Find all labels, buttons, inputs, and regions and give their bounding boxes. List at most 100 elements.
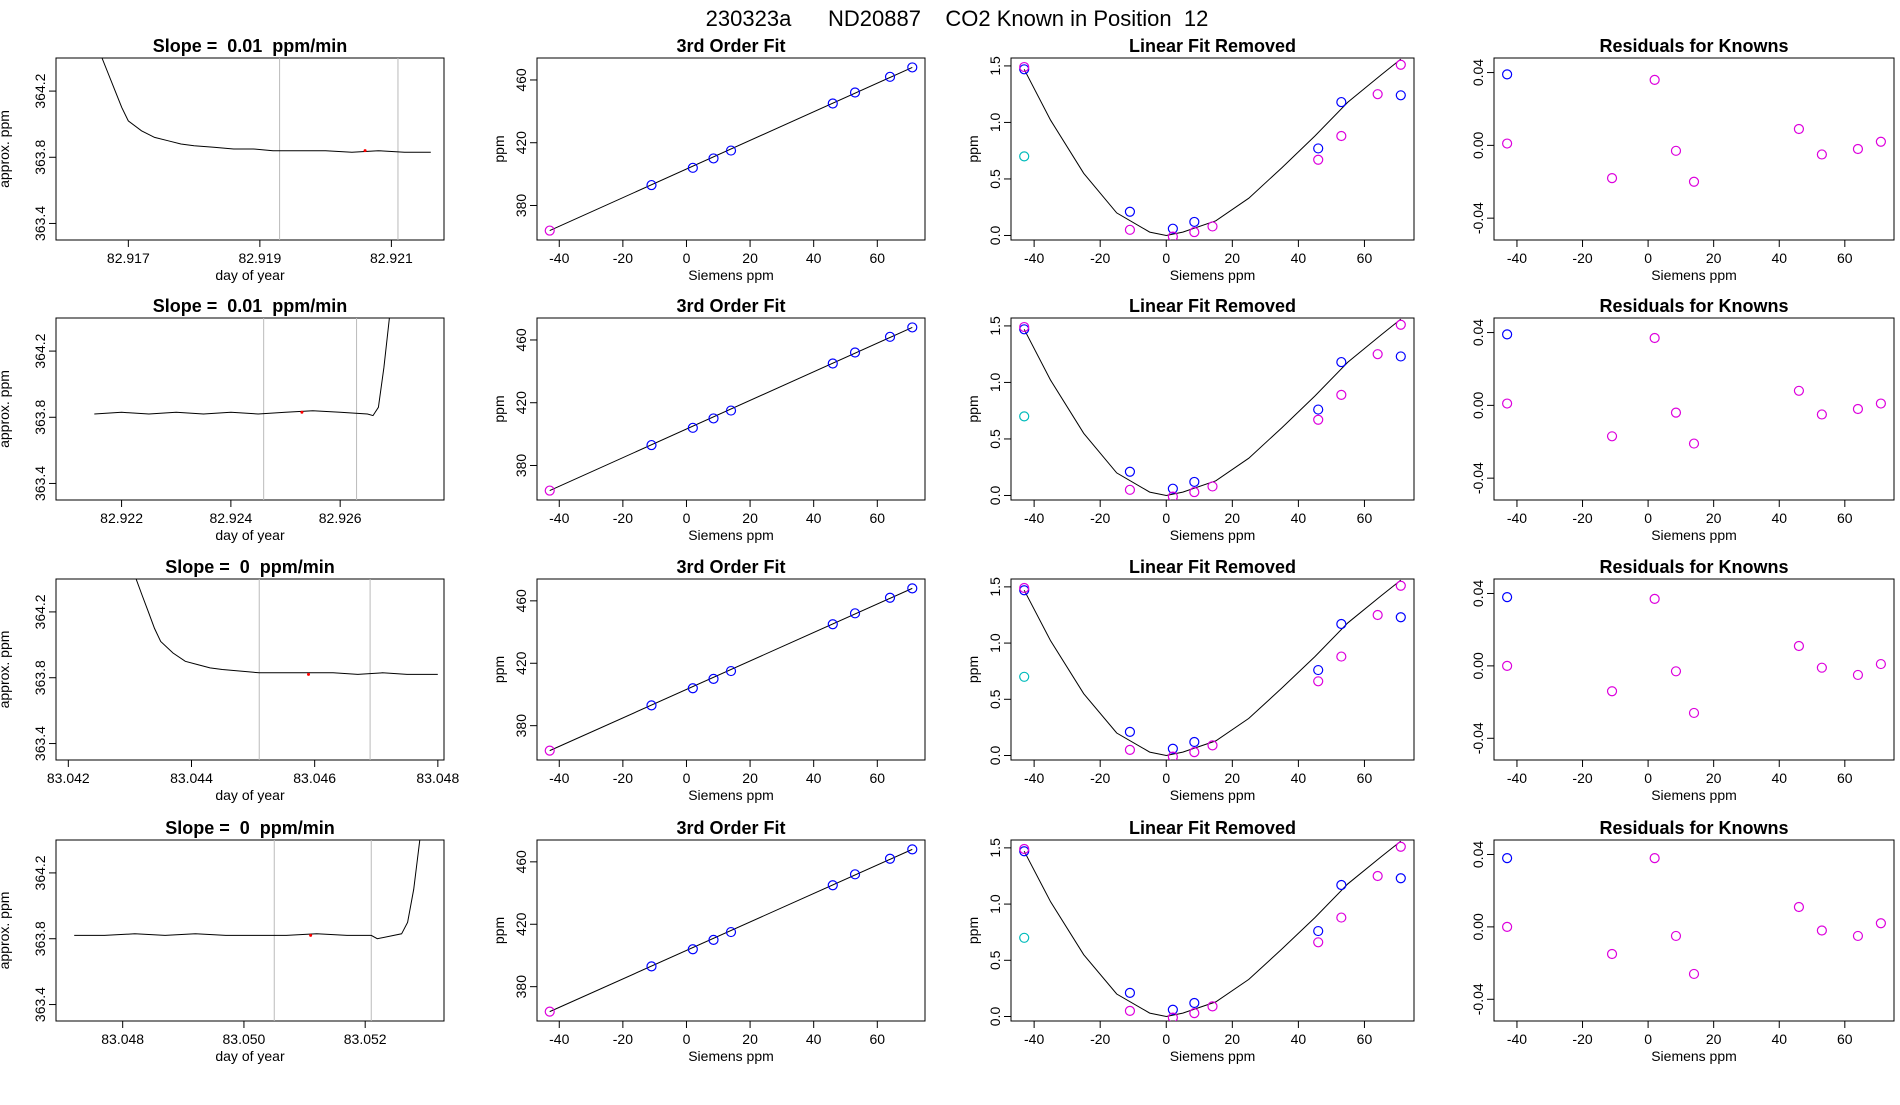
data-point: [544, 225, 555, 236]
data-point: [1336, 879, 1347, 891]
y-tick-label: 363.4: [32, 726, 48, 761]
plot-area: [1502, 852, 1886, 980]
x-tick-label: 60: [1357, 250, 1373, 266]
x-tick-label: 40: [1291, 250, 1307, 266]
y-axis-label: approx. ppm: [0, 631, 12, 709]
data-point: [1502, 660, 1513, 671]
data-point: [1875, 918, 1886, 929]
x-tick-label: 82.924: [209, 510, 252, 526]
data-point: [1124, 726, 1136, 737]
mean-point: [307, 672, 311, 676]
data-point: [1189, 486, 1200, 498]
x-tick-label: -20: [1090, 1031, 1110, 1047]
data-point: [687, 944, 698, 955]
data-point: [708, 153, 719, 164]
data-point: [1372, 870, 1383, 882]
x-tick-label: 60: [1837, 250, 1853, 266]
data-point: [827, 358, 838, 369]
panel-title: Linear Fit Removed: [1129, 296, 1296, 316]
x-tick-label: 20: [742, 1031, 758, 1047]
y-tick-label: 1.0: [987, 633, 1003, 653]
data-point: [907, 844, 918, 855]
fit-curve: [1023, 58, 1402, 237]
y-tick-label: 363.8: [32, 400, 48, 435]
plot-area: [544, 62, 918, 236]
x-tick-label: 60: [1357, 1031, 1373, 1047]
panel-title: 3rd Order Fit: [676, 296, 785, 316]
plot-area: [1019, 318, 1406, 500]
data-point: [907, 62, 918, 73]
y-tick-label: 380: [513, 454, 529, 478]
plot-frame: [1010, 317, 1415, 501]
x-axis-label: Siemens ppm: [1170, 267, 1256, 283]
x-axis-label: Siemens ppm: [1651, 267, 1737, 283]
x-tick-label: 20: [1706, 770, 1722, 786]
y-tick-label: 1.5: [987, 56, 1003, 76]
data-point: [1189, 1008, 1200, 1019]
x-tick-label: 0: [1162, 510, 1170, 526]
data-point: [725, 145, 737, 156]
data-point: [1019, 932, 1030, 943]
data-point: [646, 700, 657, 711]
y-tick-label: 0.0: [987, 1007, 1003, 1027]
plot-area: [74, 840, 421, 1021]
data-point: [849, 87, 861, 98]
data-point: [1336, 912, 1347, 923]
x-tick-label: -40: [549, 770, 569, 786]
x-tick-label: 40: [1771, 770, 1787, 786]
panel-0-2: Linear Fit Removed -40 -20 0 20 40 60 0.0 0.5 1.0…: [965, 36, 1415, 283]
data-point: [687, 683, 698, 694]
plot-area: [1502, 69, 1886, 187]
data-point: [1688, 968, 1700, 980]
data-point: [1189, 736, 1200, 748]
x-tick-label: -20: [1572, 510, 1592, 526]
x-tick-label: 20: [1706, 510, 1722, 526]
panel-title: Slope = 0 ppm/min: [165, 818, 335, 838]
y-tick-label: 364.2: [32, 333, 48, 368]
panel-title: 3rd Order Fit: [676, 557, 785, 577]
x-tick-label: 40: [806, 250, 822, 266]
data-point: [1336, 130, 1347, 142]
x-tick-label: 60: [1837, 770, 1853, 786]
data-point: [544, 1006, 555, 1017]
x-axis-label: day of year: [215, 1048, 285, 1064]
x-axis-label: Siemens ppm: [1651, 527, 1737, 543]
data-point: [1019, 582, 1030, 594]
x-tick-label: 83.050: [223, 1031, 266, 1047]
x-tick-label: 0: [1162, 1031, 1170, 1047]
x-tick-label: -20: [613, 250, 633, 266]
data-point: [687, 422, 698, 433]
y-tick-label: 420: [513, 912, 529, 936]
data-point: [1167, 223, 1178, 234]
x-tick-label: -40: [1024, 510, 1044, 526]
data-point: [1336, 96, 1347, 108]
data-point: [1395, 90, 1406, 101]
y-axis-label: ppm: [965, 917, 981, 944]
x-axis-label: day of year: [215, 267, 285, 283]
x-axis-label: day of year: [215, 527, 285, 543]
data-point: [1167, 1004, 1178, 1015]
x-axis-label: Siemens ppm: [688, 267, 774, 283]
x-tick-label: 0: [1644, 770, 1652, 786]
data-point: [1688, 176, 1700, 187]
data-point: [1395, 612, 1406, 623]
data-point: [1207, 740, 1218, 751]
trace-line: [94, 318, 390, 417]
y-axis-label: ppm: [965, 395, 981, 422]
x-tick-label: -20: [1090, 250, 1110, 266]
panel-title: Residuals for Knowns: [1599, 818, 1788, 838]
data-point: [1502, 138, 1513, 149]
plot-frame: [1010, 578, 1415, 761]
data-point: [1649, 852, 1660, 864]
x-axis-label: Siemens ppm: [1170, 787, 1256, 803]
data-point: [708, 934, 719, 945]
y-tick-label: 0.00: [1470, 392, 1486, 419]
panel-0-0: Slope = 0.01 ppm/min 82.917 82.919 82.921 36…: [0, 36, 445, 283]
plot-area: [1502, 329, 1886, 449]
plot-frame: [55, 578, 445, 761]
y-tick-label: 0.5: [987, 950, 1003, 970]
data-point: [1019, 411, 1030, 422]
x-tick-label: 20: [1706, 250, 1722, 266]
data-point: [1649, 332, 1660, 344]
